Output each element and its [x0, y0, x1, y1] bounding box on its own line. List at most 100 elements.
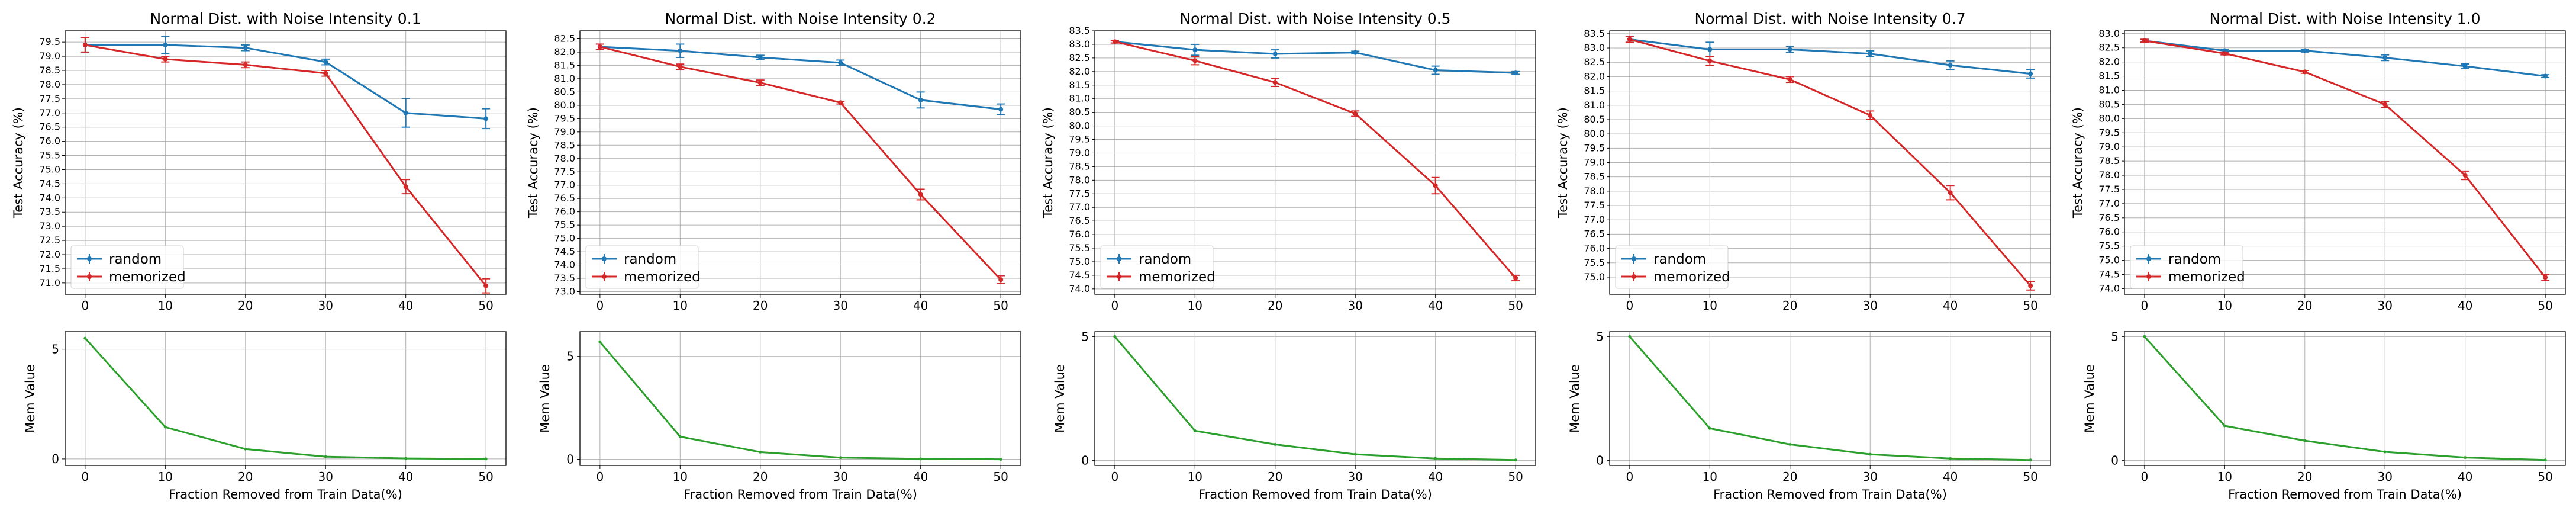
x-axis-label: Fraction Removed from Train Data(%): [169, 487, 402, 502]
mem-data-point: [919, 457, 923, 461]
y-tick-label: 83.0: [1584, 42, 1605, 53]
series-memorized: [80, 37, 491, 294]
x-tick-label: 50: [1508, 298, 1523, 313]
y-tick-label: 75.0: [39, 163, 60, 175]
y-tick-label: 79.0: [554, 126, 575, 137]
mem-data-point: [2543, 458, 2547, 462]
legend-label-random: random: [1139, 252, 1191, 267]
x-tick-label: 20: [753, 298, 768, 313]
legend: random memorized: [1100, 245, 1216, 289]
y-tick-label: 82.0: [1069, 66, 1090, 77]
y-tick-label: 76.5: [1584, 228, 1605, 239]
y-tick-label: 76.0: [554, 206, 575, 217]
y-tick-label: 76.5: [39, 121, 60, 133]
y-tick-label: 77.0: [39, 107, 60, 118]
series-memorized: [2140, 38, 2550, 281]
mem-data-point: [484, 457, 488, 461]
y-tick-label: 79.5: [2098, 127, 2120, 138]
data-point-memorized: [838, 100, 843, 105]
mem-data-point: [324, 455, 327, 458]
y-tick-label: 75.5: [1069, 242, 1090, 253]
series-random: [2140, 38, 2550, 79]
data-point-memorized: [918, 192, 923, 197]
series-memorized: [1625, 36, 2035, 291]
y-tick-label: 81.5: [1584, 85, 1605, 97]
data-point-random: [1513, 70, 1518, 76]
y-tick-label: 76.0: [1069, 229, 1090, 240]
mem-x-tick-label: 20: [1268, 470, 1282, 484]
y-tick-label: 73.5: [39, 206, 60, 217]
data-point-memorized: [1272, 80, 1278, 85]
y-tick-label: 81.0: [1069, 93, 1090, 104]
legend-box: [2130, 245, 2243, 289]
series-memorized: [595, 43, 1005, 285]
mem-data-point: [163, 425, 167, 429]
y-tick-label: 77.0: [1069, 201, 1090, 213]
data-point-memorized: [2028, 283, 2033, 288]
mem-series-line: [84, 338, 486, 460]
data-point-random: [1272, 51, 1278, 56]
y-tick-label: 81.5: [2098, 70, 2120, 82]
data-point-random: [998, 107, 1004, 112]
y-tick-label: 80.5: [1069, 107, 1090, 118]
legend-box: [585, 245, 699, 289]
y-tick-label: 80.5: [2098, 98, 2120, 110]
axes-frame: [579, 30, 1021, 295]
mem-data-point: [244, 447, 247, 451]
legend-label-memorized: memorized: [1653, 269, 1730, 285]
y-tick-label: 79.5: [1584, 142, 1605, 153]
data-point-random: [2462, 63, 2468, 69]
mem-data-point: [999, 458, 1002, 461]
data-point-memorized: [163, 56, 168, 62]
series-line-memorized: [599, 46, 1002, 281]
legend-label-memorized: memorized: [1139, 269, 1216, 285]
series-memorized: [1110, 39, 1520, 282]
legend-label-random: random: [624, 252, 676, 267]
data-point-random: [323, 59, 328, 65]
mem-data-point: [598, 340, 602, 343]
y-tick-label: 77.0: [2098, 198, 2120, 209]
data-point-random: [2543, 73, 2548, 79]
mem-axes-frame: [1094, 331, 1536, 466]
y-tick-label: 79.5: [39, 36, 60, 47]
y-tick-label: 75.5: [2098, 240, 2120, 252]
data-point-memorized: [1868, 113, 1873, 118]
legend-label-memorized: memorized: [109, 269, 186, 285]
x-tick-label: 0: [81, 298, 89, 313]
y-axis-label: Test Accuracy (%): [11, 107, 25, 219]
x-tick-label: 50: [478, 298, 493, 313]
data-point-random: [918, 97, 923, 102]
mem-x-tick-label: 40: [398, 470, 413, 484]
data-point-memorized: [2222, 51, 2227, 56]
mem-y-tick-label: 0: [566, 452, 574, 467]
y-tick-label: 75.0: [1584, 271, 1605, 282]
legend-label-memorized: memorized: [2168, 269, 2245, 285]
mem-series-line: [1114, 336, 1516, 461]
legend: random memorized: [1615, 245, 1730, 289]
x-tick-label: 20: [1268, 298, 1282, 313]
x-tick-label: 30: [1348, 298, 1363, 313]
y-tick-label: 75.0: [2098, 255, 2120, 266]
data-point-memorized: [597, 44, 602, 49]
legend: random memorized: [2130, 245, 2245, 289]
x-tick-label: 30: [318, 298, 333, 313]
x-tick-label: 0: [596, 298, 604, 313]
mem-x-tick-label: 30: [2378, 470, 2393, 484]
data-point-random: [1868, 51, 1873, 56]
mem-data-point: [759, 450, 762, 454]
mem-x-tick-label: 40: [1428, 470, 1443, 484]
mem-x-tick-label: 20: [238, 470, 253, 484]
y-tick-label: 72.0: [39, 249, 60, 260]
y-tick-label: 83.5: [1584, 28, 1605, 39]
y-tick-label: 81.5: [554, 59, 575, 70]
panel-noise-1-0: Normal Dist. with Noise Intensity 1.0 74.…: [2071, 10, 2566, 502]
y-tick-label: 82.0: [2098, 56, 2120, 68]
x-tick-label: 40: [2458, 298, 2472, 313]
y-tick-label: 72.5: [39, 235, 60, 246]
y-tick-label: 75.0: [1069, 256, 1090, 267]
panel-noise-0-7: Normal Dist. with Noise Intensity 0.7 75.…: [1556, 10, 2051, 502]
mem-x-tick-label: 0: [1626, 470, 1633, 484]
series-line-random: [599, 46, 1001, 111]
data-point-random: [403, 110, 408, 115]
